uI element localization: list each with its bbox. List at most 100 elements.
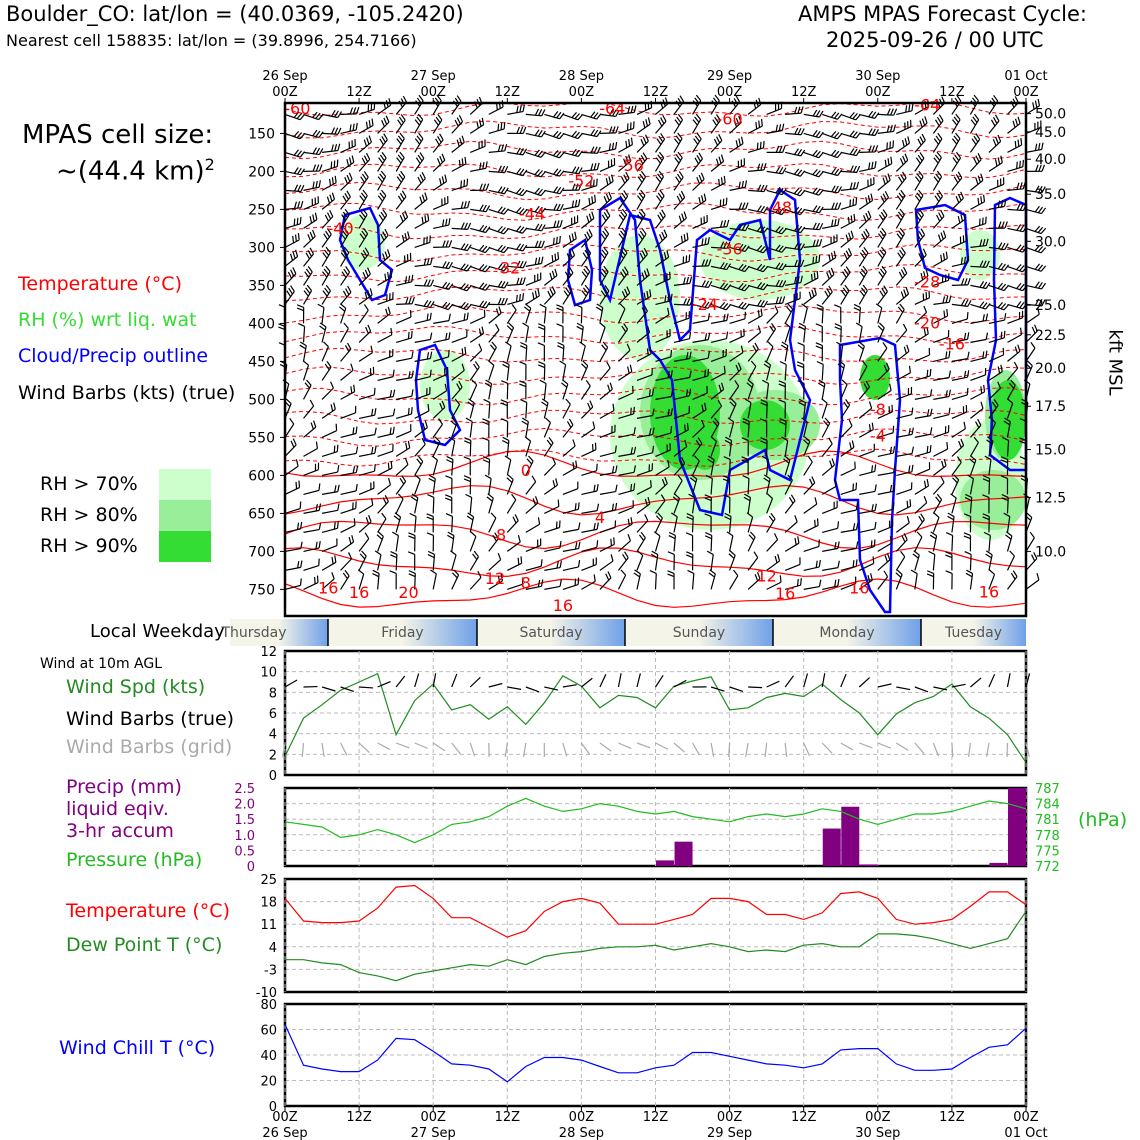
wind-barb: [988, 120, 1000, 134]
wind-barb-flag: [447, 531, 455, 537]
wind-barb-flag: [830, 267, 835, 275]
wind-barb-flag: [833, 112, 840, 119]
wind-barb-flag: [628, 139, 631, 147]
wind-barb-flag: [724, 439, 732, 445]
wind-barb-flag: [778, 207, 784, 214]
wind-barb: [599, 490, 616, 495]
wind-barb-10m-true: [562, 684, 577, 688]
wind-barb-flag: [808, 291, 812, 299]
wind-barb-flag: [624, 288, 628, 296]
wind-barb-flag: [863, 231, 868, 238]
wind-barb-flag: [538, 361, 546, 365]
wind-barb-flag: [797, 106, 801, 114]
wind-barb-flag: [426, 513, 434, 517]
wind-barb-flag: [900, 550, 906, 558]
wind-barb: [877, 252, 887, 267]
wind-barb: [877, 542, 892, 552]
wind-barb-flag: [918, 230, 924, 238]
wind-barb-flag: [324, 287, 330, 294]
wind-barb-flag: [551, 254, 554, 263]
wind-barb-flag: [470, 531, 477, 537]
wind-barb: [358, 434, 375, 438]
weekday-axis-label: Local Weekday: [90, 621, 225, 642]
wind-barb-flag: [355, 465, 359, 473]
wind-barb-flag: [337, 111, 343, 118]
wind-barb-flag: [706, 550, 714, 556]
wind-barb-flag: [753, 551, 759, 558]
wind-barb: [581, 546, 598, 552]
wind-barb-flag: [1016, 203, 1021, 211]
wind-barb-flag: [590, 163, 594, 171]
wind-barb-flag: [729, 401, 736, 408]
wind-barb-flag: [945, 351, 948, 359]
wind-barb: [358, 195, 368, 210]
wind-barb-flag: [723, 314, 726, 322]
wind-barb-flag: [408, 535, 416, 540]
wind-barb-10m-grid: [562, 742, 568, 757]
wind-barb-flag: [318, 131, 324, 138]
wind-barb: [303, 271, 313, 286]
wind-barb-flag: [503, 187, 509, 195]
wind-barb: [784, 500, 796, 514]
wind-barb: [932, 176, 943, 191]
rh-shading-area: [740, 400, 790, 450]
wind-barb-flag: [723, 365, 726, 373]
wind-barb: [766, 539, 778, 552]
wind-barb-flag: [557, 341, 565, 346]
wind-barb-flag: [686, 352, 689, 360]
wind-barb-flag: [407, 331, 410, 339]
wind-barb-flag: [985, 313, 989, 321]
wind-barb-flag: [686, 513, 694, 517]
wind-barb-flag: [678, 171, 684, 178]
wind-barb: [618, 506, 634, 514]
precip-ytick-label: 1.5: [234, 813, 255, 828]
wind-barb-flag: [445, 513, 453, 517]
wind-barb-flag: [851, 440, 855, 448]
wind-barb-flag: [683, 234, 686, 242]
wind-barb-flag: [605, 573, 610, 581]
windchill-panel-ytick-label: 0: [269, 1100, 277, 1115]
wind-barb-10m-true: [599, 674, 607, 688]
wind-barb-flag: [559, 187, 565, 195]
wind-barb: [877, 163, 893, 172]
wind-barb-flag: [482, 418, 490, 422]
wind-barb-flag: [615, 109, 620, 117]
wind-barb-flag: [1017, 139, 1020, 147]
wind-barb-flag: [1000, 199, 1004, 207]
wind-barb-flag: [621, 208, 628, 216]
wind-barb-flag: [601, 249, 607, 256]
rh-shading-area: [690, 430, 720, 470]
wind-barb-flag: [657, 173, 663, 180]
wind-barb-10m-true: [525, 686, 540, 693]
wind-barb-flag: [845, 266, 851, 273]
wind-barb-flag: [383, 117, 388, 125]
cell-size-value: ~(44.4 km)2: [56, 155, 215, 187]
wind-barb-flag: [917, 138, 922, 146]
wind-barb-flag: [315, 180, 318, 188]
wind-barb: [932, 138, 943, 153]
wind-barb-flag: [397, 135, 404, 142]
wind-barb-flag: [1026, 512, 1033, 518]
wind-barb-flag: [299, 344, 307, 350]
wind-barb-flag: [797, 259, 802, 267]
wind-barb-flag: [463, 313, 466, 321]
wind-barb-flag: [862, 265, 868, 272]
wind-barb-flag: [1034, 225, 1041, 232]
wind-barb-flag: [881, 265, 887, 273]
wind-barb-flag: [503, 228, 509, 235]
wind-barb-flag: [657, 192, 663, 199]
wind-barb-flag: [310, 422, 314, 430]
wind-barb-flag: [816, 271, 819, 279]
wind-barb-flag: [500, 227, 506, 234]
wind-barb: [914, 311, 927, 324]
wind-barb-flag: [718, 178, 721, 186]
wind-barb-flag: [534, 108, 540, 116]
wind-barb-flag: [526, 458, 533, 465]
temperature-contour-dashed: [284, 120, 1027, 139]
wind-barb-flag: [842, 287, 848, 294]
wind-barb-flag: [861, 360, 868, 367]
wind-barb-flag: [906, 516, 910, 524]
wind-barb: [932, 120, 944, 134]
wind-barb-10m-true: [284, 679, 298, 688]
wind-barb: [896, 126, 912, 134]
